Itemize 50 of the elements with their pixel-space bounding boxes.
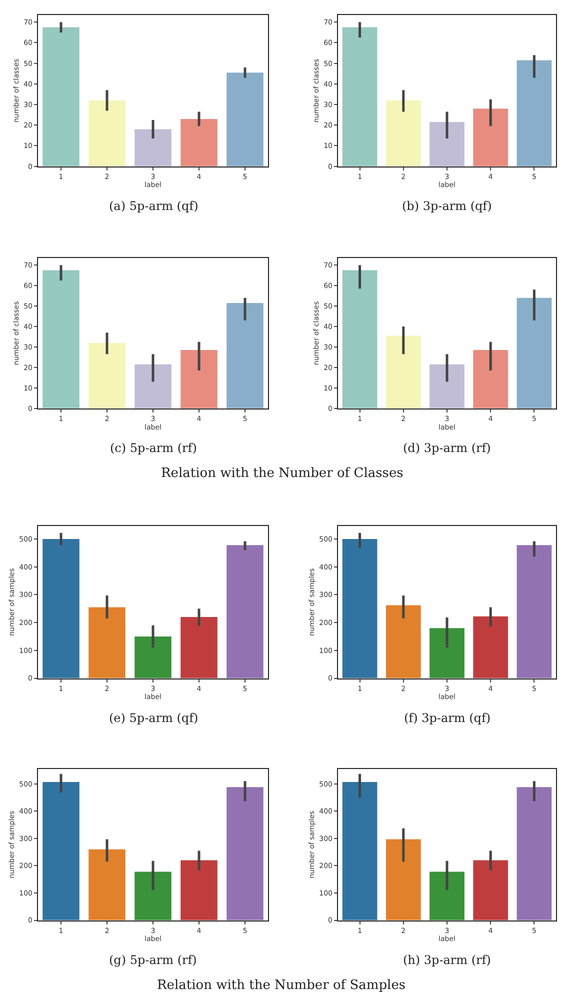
bar xyxy=(516,60,552,166)
bar xyxy=(226,787,264,920)
bar xyxy=(430,628,464,678)
bar xyxy=(516,298,552,408)
bar xyxy=(42,27,80,166)
bar xyxy=(180,860,218,920)
bar xyxy=(42,538,80,678)
bar xyxy=(88,607,126,678)
bar xyxy=(473,108,508,166)
bar xyxy=(430,122,464,166)
bar xyxy=(430,364,464,408)
bar xyxy=(226,545,264,678)
bar xyxy=(42,782,80,920)
bar xyxy=(386,336,421,408)
text: (d) 3p-arm (rf) xyxy=(403,441,491,455)
bar xyxy=(386,100,421,166)
bar xyxy=(88,100,126,166)
bar xyxy=(342,782,378,920)
text: (b) 3p-arm (qf) xyxy=(402,199,492,213)
bar xyxy=(134,636,172,678)
bar xyxy=(342,538,378,678)
bar xyxy=(226,302,264,408)
text: (e) 5p-arm (qf) xyxy=(109,711,198,725)
text: Relation with the Number of Samples xyxy=(157,978,406,993)
bar xyxy=(88,342,126,408)
bar xyxy=(226,72,264,166)
bar xyxy=(88,849,126,920)
text: Relation with the Number of Classes xyxy=(161,466,404,481)
bar xyxy=(430,872,464,920)
bar xyxy=(516,787,552,920)
bar xyxy=(134,129,172,166)
bar xyxy=(180,118,218,166)
bar xyxy=(516,545,552,678)
bar xyxy=(342,270,378,408)
text: (a) 5p-arm (qf) xyxy=(109,199,198,213)
bar xyxy=(386,839,421,920)
text: (f) 3p-arm (qf) xyxy=(404,711,491,725)
text: (g) 5p-arm (rf) xyxy=(109,953,197,967)
bar xyxy=(134,872,172,920)
text: (h) 3p-arm (rf) xyxy=(403,953,491,967)
bar xyxy=(180,616,218,678)
bar xyxy=(386,605,421,678)
text: (c) 5p-arm (rf) xyxy=(110,441,197,455)
bar xyxy=(42,270,80,408)
bar xyxy=(134,364,172,408)
bar xyxy=(180,350,218,408)
bar xyxy=(473,616,508,678)
bar xyxy=(473,860,508,920)
bar xyxy=(473,350,508,408)
bar xyxy=(342,27,378,166)
